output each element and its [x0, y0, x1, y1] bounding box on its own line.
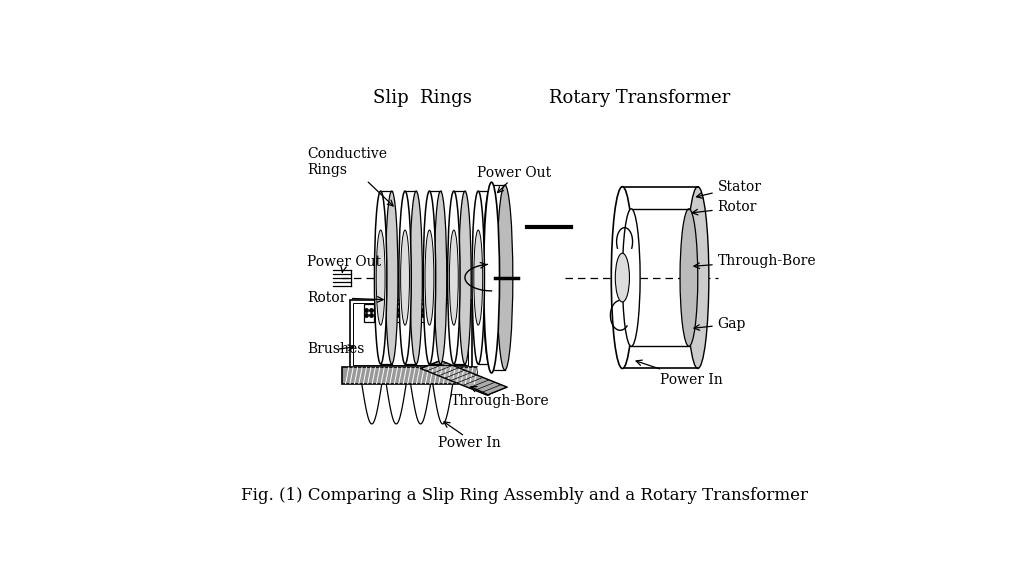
Text: Rotor: Rotor — [307, 290, 383, 305]
Text: Rotor: Rotor — [692, 200, 757, 215]
Ellipse shape — [423, 191, 435, 364]
Ellipse shape — [615, 253, 630, 302]
Text: Gap: Gap — [694, 317, 746, 331]
Bar — [364, 304, 374, 322]
Ellipse shape — [623, 209, 640, 346]
Ellipse shape — [450, 230, 459, 325]
Bar — [390, 304, 399, 322]
Ellipse shape — [447, 191, 460, 364]
Text: Fig. (1) Comparing a Slip Ring Assembly and a Rotary Transformer: Fig. (1) Comparing a Slip Ring Assembly … — [242, 487, 808, 504]
Ellipse shape — [483, 191, 496, 364]
Ellipse shape — [459, 191, 471, 364]
Ellipse shape — [398, 191, 412, 364]
Bar — [416, 304, 426, 322]
Text: Stator: Stator — [696, 180, 762, 198]
Ellipse shape — [472, 191, 484, 364]
Text: Rotary Transformer: Rotary Transformer — [550, 89, 731, 107]
Text: Power In: Power In — [636, 360, 723, 386]
Text: Conductive
Rings: Conductive Rings — [307, 147, 393, 206]
Ellipse shape — [680, 209, 697, 346]
Bar — [353, 304, 468, 365]
Text: Power In: Power In — [438, 435, 501, 449]
Text: Through-Bore: Through-Bore — [452, 394, 550, 408]
Ellipse shape — [376, 230, 385, 325]
Ellipse shape — [385, 191, 398, 364]
Ellipse shape — [483, 182, 500, 373]
Text: Power Out: Power Out — [307, 255, 382, 272]
Ellipse shape — [611, 187, 634, 369]
Ellipse shape — [400, 230, 410, 325]
Ellipse shape — [497, 185, 513, 370]
Ellipse shape — [434, 191, 446, 364]
Bar — [349, 300, 472, 369]
Ellipse shape — [375, 191, 387, 364]
Text: Through-Bore: Through-Bore — [694, 253, 816, 268]
Bar — [342, 367, 477, 384]
Ellipse shape — [687, 187, 709, 369]
Ellipse shape — [425, 230, 434, 325]
Text: Brushes: Brushes — [307, 342, 365, 357]
Ellipse shape — [474, 230, 482, 325]
Text: Power Out: Power Out — [476, 166, 551, 180]
Polygon shape — [421, 361, 507, 395]
Ellipse shape — [410, 191, 422, 364]
Text: Slip  Rings: Slip Rings — [374, 89, 472, 107]
